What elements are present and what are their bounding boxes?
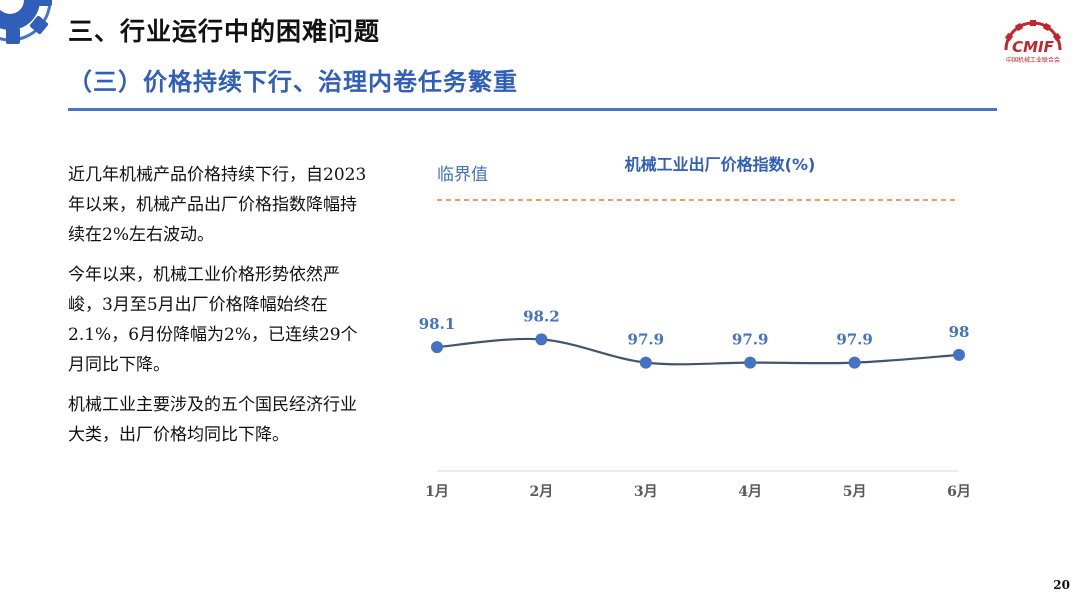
paragraph-1: 近几年机械产品价格持续下行，自2023年以来，机械产品出厂价格指数降幅持续在2%… <box>68 165 367 245</box>
sub-title: （三）价格持续下行、治理内卷任务繁重 <box>68 68 518 96</box>
x-tick-label: 2月 <box>530 484 554 500</box>
x-tick-label: 6月 <box>947 484 971 500</box>
x-tick-label: 4月 <box>738 484 762 500</box>
data-label: 98.2 <box>523 307 560 325</box>
data-point <box>431 341 443 354</box>
x-tick-label: 1月 <box>425 484 449 500</box>
logo-text: CMIF <box>1012 38 1055 56</box>
gear-decoration-icon <box>0 0 52 44</box>
reference-line-label: 临界值 <box>437 165 488 185</box>
data-label: 97.9 <box>836 331 873 349</box>
page-number: 20 <box>1053 578 1070 592</box>
section-title: 三、行业运行中的困难问题 <box>68 17 381 46</box>
data-point <box>535 333 548 346</box>
x-tick-label: 5月 <box>843 484 867 500</box>
title-divider <box>68 108 997 111</box>
data-point <box>639 356 652 369</box>
data-label: 98 <box>949 323 970 341</box>
body-text: 近几年机械产品价格持续下行，自2023年以来，机械产品出厂价格指数降幅持续在2%… <box>68 160 368 460</box>
price-index-chart: 机械工业出厂价格指数(%) 临界值 98.1 1月 98.2 2月 97.9 3月 97.9 4月… <box>419 155 971 500</box>
data-label: 97.9 <box>732 331 769 349</box>
series-line <box>436 337 960 366</box>
chart-title: 机械工业出厂价格指数(%) <box>625 155 816 174</box>
cmif-logo: CMIF <box>1004 20 1062 56</box>
data-label: 98.1 <box>419 315 456 333</box>
paragraph-2: 今年以来，机械工业价格形势依然严峻，3月至5月出厂价格降幅始终在2.1%，6月份… <box>68 265 358 375</box>
data-point <box>744 356 757 369</box>
paragraph-3: 机械工业主要涉及的五个国民经济行业大类，出厂价格均同比下降。 <box>68 395 357 445</box>
data-point <box>953 348 965 361</box>
data-label: 97.9 <box>628 331 665 349</box>
logo-caption: 中国机械工业联合会 <box>1005 57 1060 64</box>
x-tick-label: 3月 <box>634 484 658 500</box>
data-point <box>848 356 861 369</box>
